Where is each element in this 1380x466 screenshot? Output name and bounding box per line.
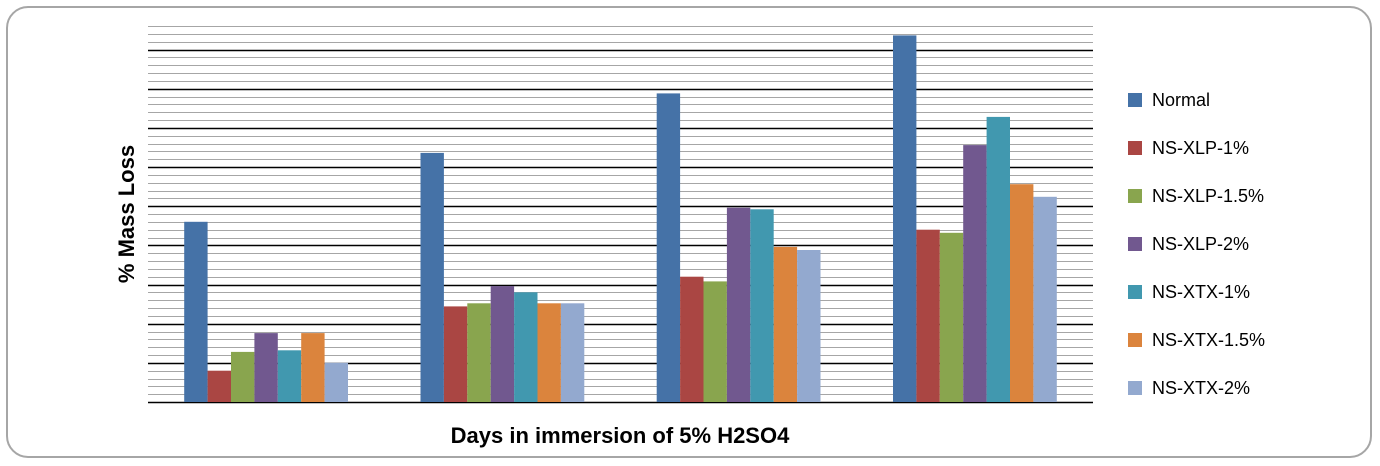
legend-swatch bbox=[1128, 141, 1142, 155]
legend-swatch bbox=[1128, 237, 1142, 251]
bar-normal bbox=[420, 152, 444, 402]
legend-item: Normal bbox=[1128, 76, 1368, 124]
bar-ns-xlp-1 bbox=[443, 306, 468, 402]
legend-swatch bbox=[1128, 189, 1142, 203]
bar-ns-xtx-1-5 bbox=[1010, 184, 1034, 402]
legend-label: NS-XLP-1% bbox=[1152, 137, 1250, 158]
bar-ns-xlp-1 bbox=[207, 370, 231, 402]
bar-ns-xtx-1-5 bbox=[301, 333, 325, 402]
legend-item: NS-XTX-1.5% bbox=[1128, 316, 1368, 364]
bar-ns-xtx-1 bbox=[750, 209, 774, 402]
bar-ns-xtx-1 bbox=[277, 350, 302, 402]
legend-item: NS-XTX-2% bbox=[1128, 364, 1368, 412]
legend-label: NS-XTX-2% bbox=[1152, 377, 1251, 398]
bar-ns-xlp-2 bbox=[726, 207, 751, 402]
legend-item: NS-XLP-1% bbox=[1128, 124, 1368, 172]
bar-normal bbox=[893, 35, 917, 403]
bar-ns-xlp-2 bbox=[963, 145, 987, 402]
legend-label: NS-XLP-1.5% bbox=[1152, 185, 1265, 206]
bar-ns-xtx-1 bbox=[514, 292, 538, 402]
legend: Normal NS-XLP-1% NS-XLP-1.5% NS-XLP-2% NS-XT… bbox=[1128, 76, 1368, 412]
bar-ns-xlp-1-5 bbox=[467, 303, 491, 402]
bar-ns-xlp-1-5 bbox=[703, 281, 727, 402]
bar-normal bbox=[656, 93, 681, 403]
bar-ns-xtx-2 bbox=[560, 303, 585, 402]
legend-item: NS-XLP-1.5% bbox=[1128, 172, 1368, 220]
bar-ns-xtx-2 bbox=[1033, 196, 1057, 402]
legend-label: NS-XTX-1.5% bbox=[1152, 329, 1266, 350]
bar-normal bbox=[184, 221, 208, 402]
legend-label: Normal bbox=[1152, 89, 1211, 110]
bars bbox=[184, 35, 1057, 403]
bar-ns-xlp-1-5 bbox=[939, 232, 964, 402]
legend-item: NS-XTX-1% bbox=[1128, 268, 1368, 316]
legend-swatch bbox=[1128, 333, 1142, 347]
legend-swatch bbox=[1128, 285, 1142, 299]
bar-ns-xtx-2 bbox=[797, 250, 821, 402]
bar-ns-xlp-1 bbox=[680, 276, 704, 402]
x-axis-label: Days in immersion of 5% H2SO4 bbox=[450, 423, 790, 448]
bar-ns-xtx-1-5 bbox=[537, 303, 561, 402]
legend-label: NS-XTX-1% bbox=[1152, 281, 1251, 302]
bar-ns-xlp-2 bbox=[490, 286, 515, 402]
legend-label: NS-XLP-2% bbox=[1152, 233, 1250, 254]
y-axis-label: % Mass Loss bbox=[114, 144, 139, 284]
bar-ns-xtx-2 bbox=[324, 362, 348, 402]
legend-item: NS-XLP-2% bbox=[1128, 220, 1368, 268]
bar-ns-xlp-1-5 bbox=[231, 351, 255, 402]
bar-ns-xtx-1-5 bbox=[773, 246, 798, 402]
bar-ns-xlp-1 bbox=[916, 229, 940, 402]
bar-ns-xtx-1 bbox=[986, 116, 1010, 403]
bar-ns-xlp-2 bbox=[254, 333, 278, 402]
legend-swatch bbox=[1128, 93, 1142, 107]
legend-swatch bbox=[1128, 381, 1142, 395]
